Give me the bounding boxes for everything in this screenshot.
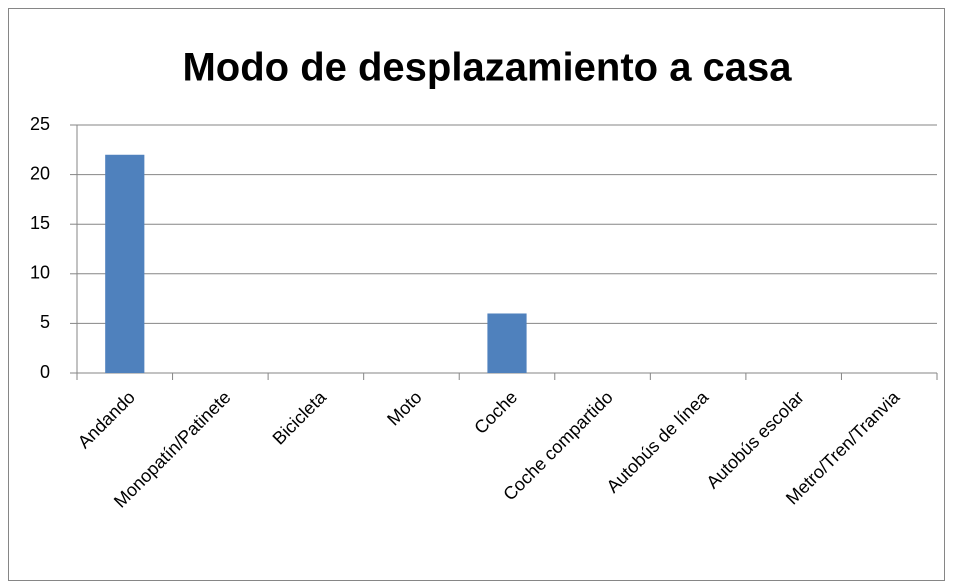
bar	[487, 313, 527, 373]
chart-title: Modo de desplazamiento a casa	[182, 46, 792, 90]
y-tick-label: 0	[40, 362, 50, 382]
y-tick-label: 5	[40, 312, 50, 332]
bar	[105, 154, 145, 373]
chart-frame	[8, 8, 945, 581]
y-tick-label: 10	[30, 263, 50, 283]
y-tick-label: 20	[30, 163, 50, 183]
y-tick-label: 25	[30, 114, 50, 134]
y-tick-label: 15	[30, 213, 50, 233]
